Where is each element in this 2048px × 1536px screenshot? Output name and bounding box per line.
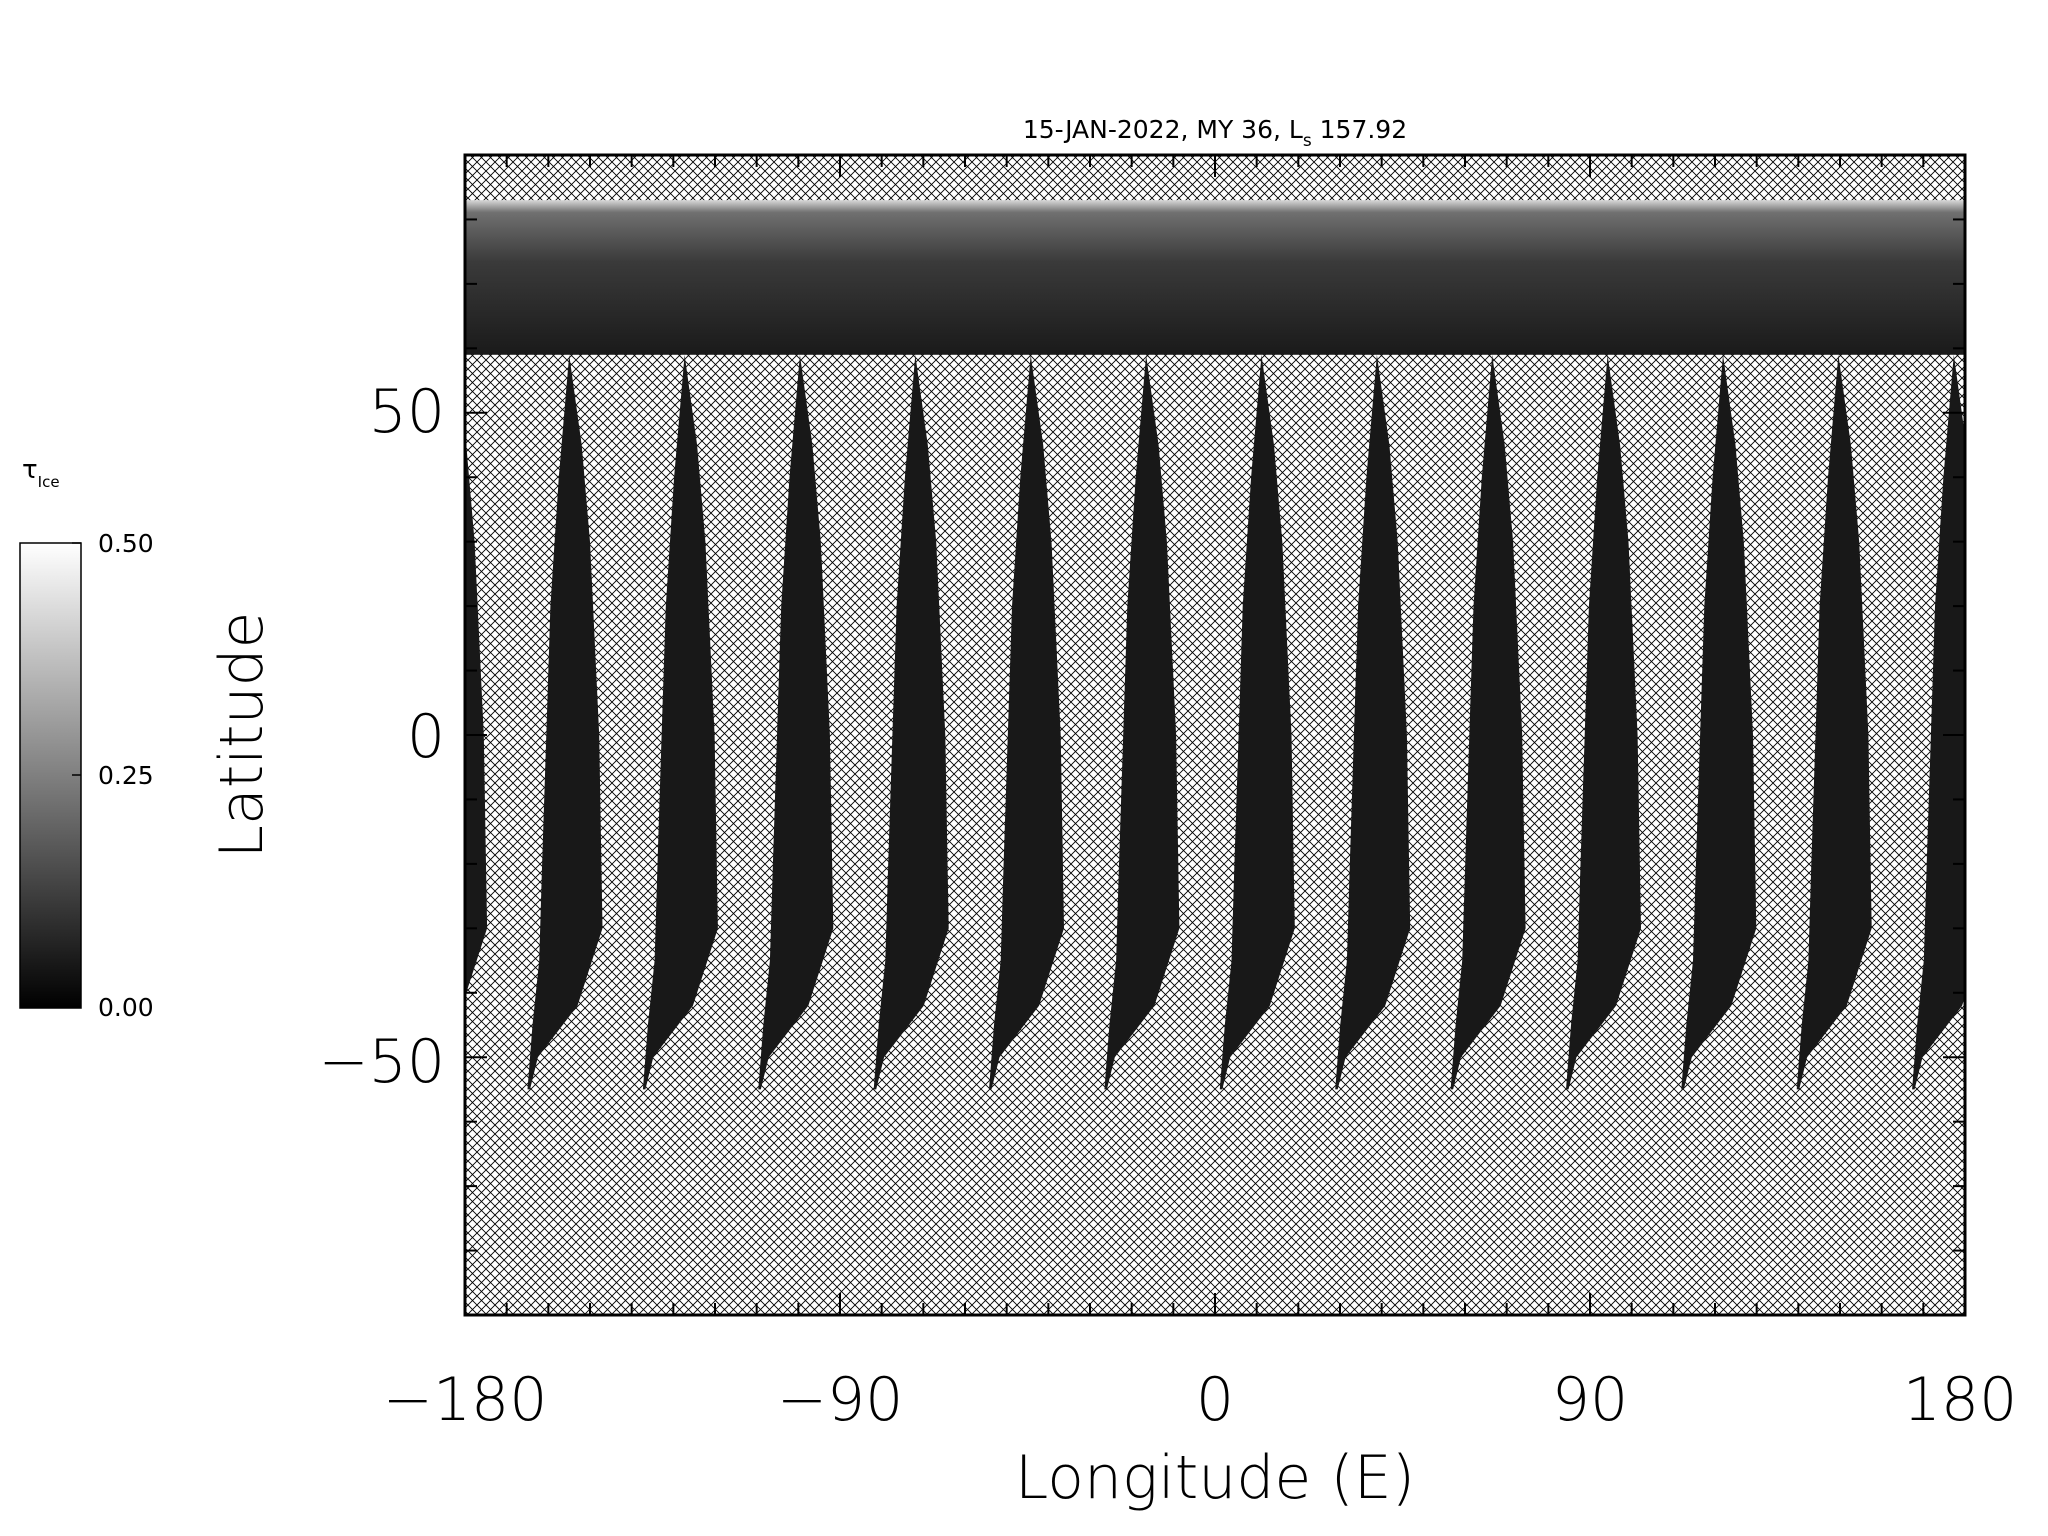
data-layer: [465, 200, 2048, 1090]
title-ls-subscript: s: [1303, 131, 1312, 151]
swath: [1681, 354, 1757, 1090]
axis-minor-ticks: [464, 155, 1966, 1315]
swath: [642, 354, 718, 1090]
colorbar-title: τIce: [22, 455, 60, 491]
colorbar-symbol: τ: [22, 455, 38, 485]
colorbar-subscript: Ice: [38, 473, 60, 491]
swath: [465, 435, 488, 997]
colorbar-tick-label: 0.00: [98, 993, 154, 1022]
swath: [1219, 354, 1295, 1090]
y-tick-label: −50: [318, 1027, 445, 1097]
x-tick-label: 90: [1552, 1365, 1628, 1435]
swath: [1796, 354, 1872, 1090]
y-tick-labels: −50 0 50: [318, 377, 445, 1097]
swath: [1912, 354, 1965, 1090]
polar-coverage-band: [465, 200, 1965, 355]
swath: [1104, 354, 1180, 1090]
colorbar-gradient: [19, 542, 82, 1009]
swath: [2028, 355, 2048, 1090]
x-tick-label: −90: [777, 1365, 904, 1435]
colorbar-tick-label: 0.50: [98, 529, 154, 558]
title-mars-year: MY 36,: [1196, 115, 1281, 144]
colorbar-tick-label: 0.25: [98, 761, 154, 790]
y-axis-label: Latitude: [207, 612, 277, 859]
swath: [527, 354, 603, 1090]
title-ls-value: 157.92: [1320, 115, 1407, 144]
y-tick-label: 50: [369, 377, 445, 447]
chart-title: 15-JAN-2022, MY 36, Ls 157.92: [1023, 115, 1407, 151]
swath: [1335, 354, 1411, 1090]
title-ls-symbol: L: [1289, 115, 1303, 144]
x-tick-label: −180: [383, 1365, 548, 1435]
x-tick-labels: −180 −90 0 90 180: [383, 1365, 2018, 1435]
swath: [1566, 354, 1641, 1090]
x-axis-label: Longitude (E): [1015, 1443, 1415, 1513]
y-tick-label: 0: [407, 702, 445, 772]
x-tick-label: 0: [1196, 1365, 1234, 1435]
title-date: 15-JAN-2022: [1023, 115, 1181, 144]
swath: [989, 354, 1064, 1090]
x-tick-label: 180: [1903, 1365, 2018, 1435]
swath: [758, 354, 834, 1090]
swath: [873, 354, 949, 1090]
swath: [1450, 354, 1526, 1090]
colorbar: τIce 0.50 0.25 0.00: [19, 455, 154, 1022]
